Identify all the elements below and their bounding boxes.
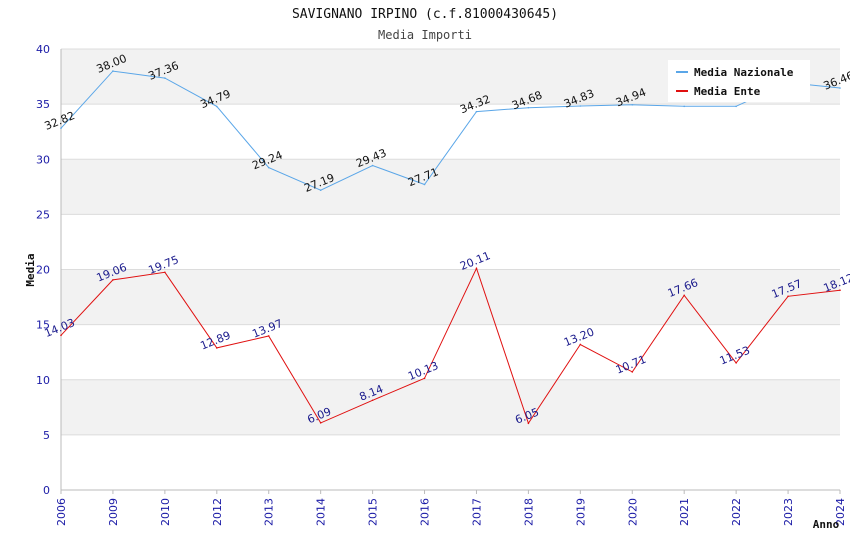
data-point	[60, 334, 62, 337]
legend-box	[668, 60, 810, 102]
series-lines	[60, 70, 841, 425]
y-axis-label: Media	[24, 253, 37, 286]
y-tick-label: 30	[36, 153, 50, 166]
y-tick-label: 5	[43, 429, 50, 442]
data-point	[423, 183, 426, 186]
data-point	[683, 105, 685, 108]
data-point	[475, 267, 478, 270]
chart-title: SAVIGNANO IRPINO (c.f.81000430645)	[292, 7, 558, 22]
grid-band	[61, 159, 840, 215]
y-tick-label: 35	[36, 98, 50, 111]
data-point	[319, 189, 322, 192]
data-point	[631, 103, 634, 106]
axes: 0 5 10 15 20 25 30 35 40 2006 2009 2010 2012 2013 2014…	[36, 43, 847, 526]
series-line-media-ente	[60, 266, 841, 425]
data-point	[839, 289, 841, 292]
x-tick-label: 2020	[626, 498, 639, 526]
x-tick-label: 2015	[367, 498, 380, 526]
x-tick-label: 2016	[419, 498, 432, 526]
x-tick-label: 2021	[678, 498, 691, 526]
x-tick-label: 2006	[55, 498, 68, 526]
grid-band	[61, 214, 840, 270]
chart-subtitle: Media Importi	[378, 28, 472, 42]
data-point	[527, 422, 530, 425]
data-point	[371, 164, 374, 167]
legend-label-media-ente: Media Ente	[694, 85, 761, 98]
grid-band	[61, 104, 840, 160]
y-tick-label: 10	[36, 374, 50, 387]
grid-band	[61, 324, 840, 380]
x-tick-label: 2018	[522, 498, 535, 526]
data-point	[60, 127, 62, 129]
x-tick-label: 2022	[730, 498, 743, 526]
data-point	[112, 70, 114, 72]
data-point	[527, 106, 530, 109]
x-tick-label: 2014	[315, 498, 328, 526]
data-point	[267, 166, 270, 169]
x-tick-label: 2009	[107, 498, 120, 526]
legend-label-media-nazionale: Media Nazionale	[694, 66, 794, 79]
grid-band	[61, 434, 840, 490]
grid-band	[61, 269, 840, 325]
x-tick-label: 2012	[211, 498, 224, 526]
x-tick-label: 2013	[263, 498, 276, 526]
grid-band	[61, 379, 840, 435]
x-tick-label: 2023	[782, 498, 795, 526]
data-point	[164, 271, 166, 274]
data-point	[579, 105, 582, 107]
data-point	[319, 422, 322, 424]
x-tick-label: 2019	[574, 498, 587, 526]
plot-background	[61, 48, 840, 491]
x-tick-label: 2017	[470, 498, 483, 526]
data-point	[475, 110, 478, 113]
data-point	[631, 371, 634, 373]
data-point	[683, 294, 685, 297]
y-tick-label: 25	[36, 208, 50, 221]
data-point	[112, 279, 114, 281]
y-tick-label: 40	[36, 43, 50, 56]
y-tick-label: 15	[36, 319, 50, 332]
data-point	[371, 399, 374, 402]
data-point	[735, 105, 737, 108]
data-point	[735, 362, 737, 364]
series-line-media-nazionale	[60, 70, 841, 191]
y-tick-label: 0	[43, 484, 50, 497]
x-tick-label: 2024	[834, 498, 847, 526]
data-point	[423, 377, 426, 380]
data-point	[216, 347, 218, 349]
data-point	[787, 295, 789, 298]
data-point	[579, 343, 582, 346]
data-point	[216, 105, 218, 108]
y-tick-label: 20	[36, 264, 50, 277]
x-axis-label: Anno	[813, 518, 840, 531]
data-point	[164, 77, 166, 79]
data-point	[267, 335, 270, 337]
data-point	[839, 87, 841, 89]
x-tick-label: 2010	[159, 498, 172, 526]
legend: Media Nazionale Media Ente	[668, 60, 810, 102]
